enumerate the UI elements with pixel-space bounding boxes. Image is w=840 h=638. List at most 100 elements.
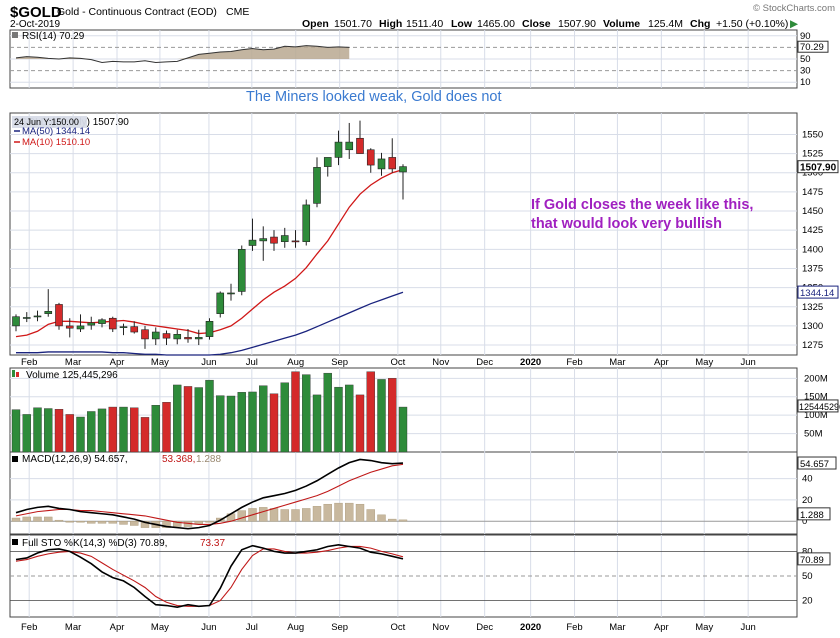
volume-bar (33, 407, 42, 453)
volume-bar (44, 408, 53, 453)
volume-bar (366, 371, 375, 453)
month-tick-label: Jun (201, 622, 216, 633)
volume-bar (54, 409, 64, 453)
month-tick-label: Aug (287, 622, 304, 633)
candle-body (302, 204, 311, 242)
macd-signal-line (15, 463, 404, 525)
volume-bar (76, 416, 85, 453)
candle-body (76, 325, 85, 330)
month-tick-label: Mar (609, 622, 625, 633)
month-tick-label: Feb (566, 357, 582, 368)
high-label: High (379, 18, 402, 30)
volume-bar (205, 379, 214, 453)
annotation-bullish-line2: that would look very bullish (531, 216, 722, 232)
month-tick-label: Feb (21, 622, 37, 633)
macd-hist-current-box (797, 507, 831, 521)
macd-legend: MACD(12,26,9) 54.657, (22, 454, 128, 465)
month-tick-label: Oct (390, 357, 405, 368)
candle-body (366, 149, 375, 166)
candle-body (205, 321, 214, 337)
volume-panel: 50M 100M 150M 200M 125445296 (10, 371, 840, 453)
macd-signal-legend: 53.368, (162, 454, 195, 465)
change-label: Chg (690, 18, 710, 30)
candle-body (280, 235, 289, 242)
macd-hist-bar (345, 502, 354, 522)
change-value: +1.50 (+0.10%) (716, 18, 788, 30)
macd-hist-bar (54, 519, 64, 522)
sto-current-label: 70.89 (800, 555, 824, 566)
volume-bar (140, 417, 150, 453)
macd-tick-label: 40 (802, 474, 813, 485)
candle-body (291, 240, 300, 243)
macd-hist-bar (173, 521, 182, 527)
rsi-current-box (797, 40, 829, 53)
volume-bar (119, 406, 128, 453)
macd-hist-bar (312, 506, 322, 522)
sto-tick-label: 50 (802, 571, 813, 582)
macd-hist-bar (65, 521, 74, 523)
month-tick-label: Jun (740, 357, 755, 368)
chart-date: 2-Oct-2019 (10, 19, 60, 30)
ma50-current-label: 1344.14 (800, 288, 834, 299)
axes: Feb Feb Mar Mar Apr Apr May May Jun Jun Jul Jul Aug A… (21, 357, 756, 633)
macd-hist-legend: 1.288 (196, 454, 221, 465)
close-label: Close (522, 18, 551, 30)
macd-hist-bar (97, 521, 107, 524)
price-tick-label: 1450 (802, 206, 823, 217)
macd-tick-label: 20 (802, 495, 813, 506)
price-tick-label: 1475 (802, 187, 823, 198)
sto-d-legend: 73.37 (200, 538, 225, 549)
volume-bar (388, 378, 397, 453)
price-tooltip: 24 Jun Y:150.00 (14, 117, 79, 127)
volume-bar (291, 371, 300, 453)
month-tick-label: May (151, 622, 169, 633)
panel-frame-price (9, 112, 798, 356)
low-label: Low (451, 18, 473, 30)
month-tick-label: Apr (654, 622, 669, 633)
macd-hist-bar (22, 516, 31, 522)
macd-hist-bar (377, 514, 386, 522)
candle-body (130, 326, 139, 333)
month-tick-label: Dec (476, 622, 493, 633)
candle-body (141, 329, 149, 340)
month-tick-label: Jun (201, 357, 216, 368)
candle-body (119, 326, 128, 328)
macd-hist-bar (291, 509, 300, 522)
candle-body (173, 334, 182, 340)
rsi-panel: 103050709070.29 (10, 31, 829, 88)
ma50-line (16, 291, 404, 356)
volume-bar (65, 414, 74, 453)
volume-bar (355, 394, 365, 453)
month-tick-label: Nov (432, 357, 449, 368)
volume-current-box (797, 399, 839, 413)
rsi-tick-label: 30 (800, 66, 811, 77)
close-current-label: 1507.90 (800, 163, 837, 174)
volume-bar (162, 402, 171, 453)
macd-hist-bar (398, 519, 408, 522)
candle-body (334, 141, 343, 158)
volume-bar (87, 411, 96, 453)
macd-hist-bar (33, 516, 42, 522)
month-tick-label: Mar (609, 357, 625, 368)
candle-body (388, 157, 397, 170)
month-tick-label: Jul (246, 357, 258, 368)
month-tick-label: Apr (654, 357, 669, 368)
volume-bar (280, 382, 289, 453)
candle-body (33, 315, 42, 318)
volume-bar (151, 405, 160, 453)
price-tick-label: 1425 (802, 225, 823, 236)
month-tick-label: Dec (476, 357, 493, 368)
macd-hist-bar (76, 521, 85, 523)
macd-hist-bar (87, 521, 96, 524)
volume-value: 125.4M (648, 18, 683, 30)
open-value: 1501.70 (334, 18, 372, 30)
symbol-title: $GOLD (10, 4, 62, 21)
month-tick-label: Jun (740, 622, 755, 633)
candle-body (108, 317, 117, 330)
rsi-tick-label: 90 (800, 31, 811, 42)
volume-bar (377, 379, 386, 453)
month-tick-label: Feb (21, 357, 37, 368)
volume-tick-label: 150M (804, 392, 828, 403)
